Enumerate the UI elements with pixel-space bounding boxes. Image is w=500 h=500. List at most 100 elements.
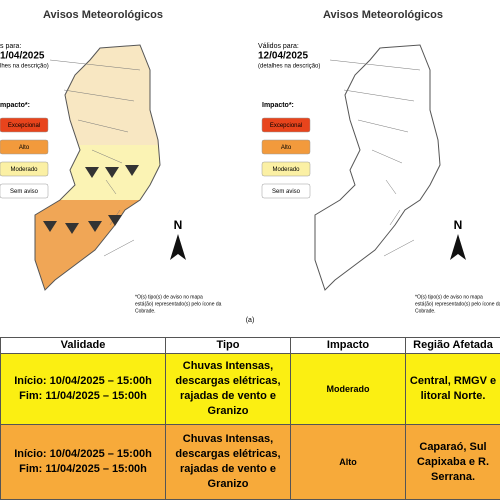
hazard-icon bbox=[65, 223, 79, 234]
municipal-border bbox=[103, 239, 135, 257]
cell-line: Granizo bbox=[207, 478, 249, 490]
map-panel: Avisos Meteorológicos s para:1/04/2025 lhe… bbox=[0, 9, 222, 314]
legend-title: Impacto*: bbox=[262, 102, 294, 109]
cell-line: descargas elétricas, bbox=[175, 448, 281, 460]
legend-swatch bbox=[0, 183, 49, 199]
legend-swatch bbox=[0, 117, 49, 133]
cell-line: Chuvas Intensas, bbox=[182, 433, 274, 445]
cell-line: Início: 10/04/2025 – 15:00h bbox=[14, 448, 152, 460]
cell-line: Serrana. bbox=[430, 470, 476, 483]
footnote: *O(s) tipo(s) de aviso no mapa bbox=[415, 294, 483, 300]
valid-label: s para: bbox=[0, 43, 21, 50]
north-label: N bbox=[174, 218, 183, 232]
hazard-icon bbox=[88, 221, 102, 232]
cell-line: Capixaba e R. bbox=[416, 455, 490, 468]
legend-swatch bbox=[261, 117, 311, 133]
north-arrow bbox=[170, 234, 186, 260]
hazard-icon bbox=[125, 165, 139, 176]
hazard-icon bbox=[108, 215, 122, 226]
legend-swatch bbox=[0, 161, 49, 177]
impact-cell: Alto bbox=[290, 424, 406, 500]
column-header: Validade bbox=[0, 337, 166, 354]
municipal-border bbox=[383, 239, 415, 257]
cell-line: Fim: 11/04/2025 – 15:00h bbox=[19, 390, 147, 402]
region-high bbox=[35, 200, 160, 290]
column-header: Tipo bbox=[165, 337, 291, 354]
state-outline bbox=[314, 44, 441, 291]
valid-date: 1/04/2025 bbox=[0, 51, 45, 62]
type-cell: Chuvas Intensas, descargas elétricas, raja… bbox=[165, 353, 291, 425]
hazard-icon bbox=[85, 167, 99, 178]
validity-cell: Início: 10/04/2025 – 15:00h Fim: 11/04/20… bbox=[0, 353, 166, 425]
north-arrow bbox=[450, 234, 466, 260]
caption: (a) bbox=[246, 317, 255, 324]
legend-swatch bbox=[261, 161, 311, 177]
detail-note: (detalhes na descrição) bbox=[258, 64, 320, 70]
legend-label: Sem aviso bbox=[272, 189, 301, 195]
header-row: Validade Tipo Impacto Região Afetada bbox=[0, 337, 500, 354]
legend-title: mpacto*: bbox=[0, 102, 30, 109]
legend-swatch bbox=[261, 183, 311, 199]
municipal-border bbox=[357, 119, 409, 133]
legend-swatch bbox=[0, 139, 49, 155]
municipal-border bbox=[389, 209, 401, 226]
table-body: Início: 10/04/2025 – 15:00h Fim: 11/04/20… bbox=[0, 353, 500, 500]
municipal-border bbox=[77, 119, 129, 133]
cell-line: litoral Norte. bbox=[420, 390, 486, 402]
legend-label: Excepcional bbox=[8, 123, 40, 129]
legend-label: Alto bbox=[19, 145, 30, 151]
cell-line: Início: 10/04/2025 – 15:00h bbox=[14, 375, 152, 387]
footnote: Cobrade. bbox=[135, 308, 156, 314]
validity-cell: Início: 10/04/2025 – 15:00h Fim: 11/04/20… bbox=[0, 424, 166, 500]
cell-line: Caparaó, Sul bbox=[419, 440, 487, 453]
valid-date: 12/04/2025 bbox=[258, 51, 308, 62]
footnote: *O(s) tipo(s) de aviso no mapa bbox=[135, 294, 203, 300]
state-regions bbox=[35, 45, 160, 290]
region-none bbox=[35, 45, 160, 150]
region-cell: Caparaó, Sul Capixaba e R. Serrana. bbox=[405, 424, 500, 500]
footnote: está(ão) representado(s) pelo ícone da bbox=[415, 301, 500, 307]
panel-title: Avisos Meteorológicos bbox=[323, 9, 443, 21]
map-panel: Avisos Meteorológicos Válidos para:12/04/… bbox=[258, 9, 500, 314]
hazard-icon bbox=[105, 167, 119, 178]
cell-line: Chuvas Intensas, bbox=[182, 360, 274, 372]
municipal-border bbox=[329, 59, 421, 71]
legend-label: Moderado bbox=[272, 167, 300, 173]
legend-label: Excepcional bbox=[270, 123, 302, 129]
table-row: Início: 10/04/2025 – 15:00h Fim: 11/04/20… bbox=[0, 353, 500, 425]
municipal-border bbox=[49, 59, 141, 71]
municipal-border bbox=[91, 149, 123, 164]
cell-line: Central, RMGV e bbox=[409, 375, 497, 387]
cell-line: Fim: 11/04/2025 – 15:00h bbox=[19, 463, 147, 475]
legend-label: Sem aviso bbox=[10, 189, 39, 195]
municipal-border bbox=[105, 179, 117, 195]
legend-swatch bbox=[261, 139, 311, 155]
impact-cell: Moderado bbox=[290, 353, 406, 425]
figure: (a) Avisos Meteorológicos s para:1/04/202… bbox=[0, 9, 500, 324]
column-header: Região Afetada bbox=[405, 337, 500, 354]
valid-label: Válidos para: bbox=[258, 43, 299, 50]
municipal-border bbox=[371, 149, 403, 164]
warning-table: Validade Tipo Impacto Região Afetada Início… bbox=[0, 337, 500, 500]
north-label: N bbox=[454, 218, 463, 232]
state-outline bbox=[34, 44, 161, 291]
cell-line: rajadas de vento e bbox=[180, 463, 276, 475]
cell-line: rajadas de vento e bbox=[180, 390, 276, 402]
region-cell: Central, RMGV e litoral Norte. bbox=[405, 353, 500, 425]
type-cell: Chuvas Intensas, descargas elétricas, raja… bbox=[165, 424, 291, 500]
column-header: Impacto bbox=[290, 337, 406, 354]
municipal-border bbox=[343, 89, 415, 102]
cell-line: descargas elétricas, bbox=[175, 375, 281, 387]
cell-line: Granizo bbox=[207, 405, 249, 417]
footnote: Cobrade. bbox=[415, 308, 436, 314]
table-row: Início: 10/04/2025 – 15:00h Fim: 11/04/20… bbox=[0, 424, 500, 500]
state-fill bbox=[315, 45, 440, 290]
detail-note: lhes na descrição) bbox=[0, 64, 49, 70]
legend-label: Alto bbox=[281, 145, 292, 151]
legend-label: Moderado bbox=[10, 167, 38, 173]
footnote: está(ão) representado(s) pelo ícone da bbox=[135, 301, 222, 307]
municipal-border bbox=[63, 89, 135, 102]
panel-title: Avisos Meteorológicos bbox=[43, 9, 163, 21]
municipal-border bbox=[385, 179, 397, 195]
